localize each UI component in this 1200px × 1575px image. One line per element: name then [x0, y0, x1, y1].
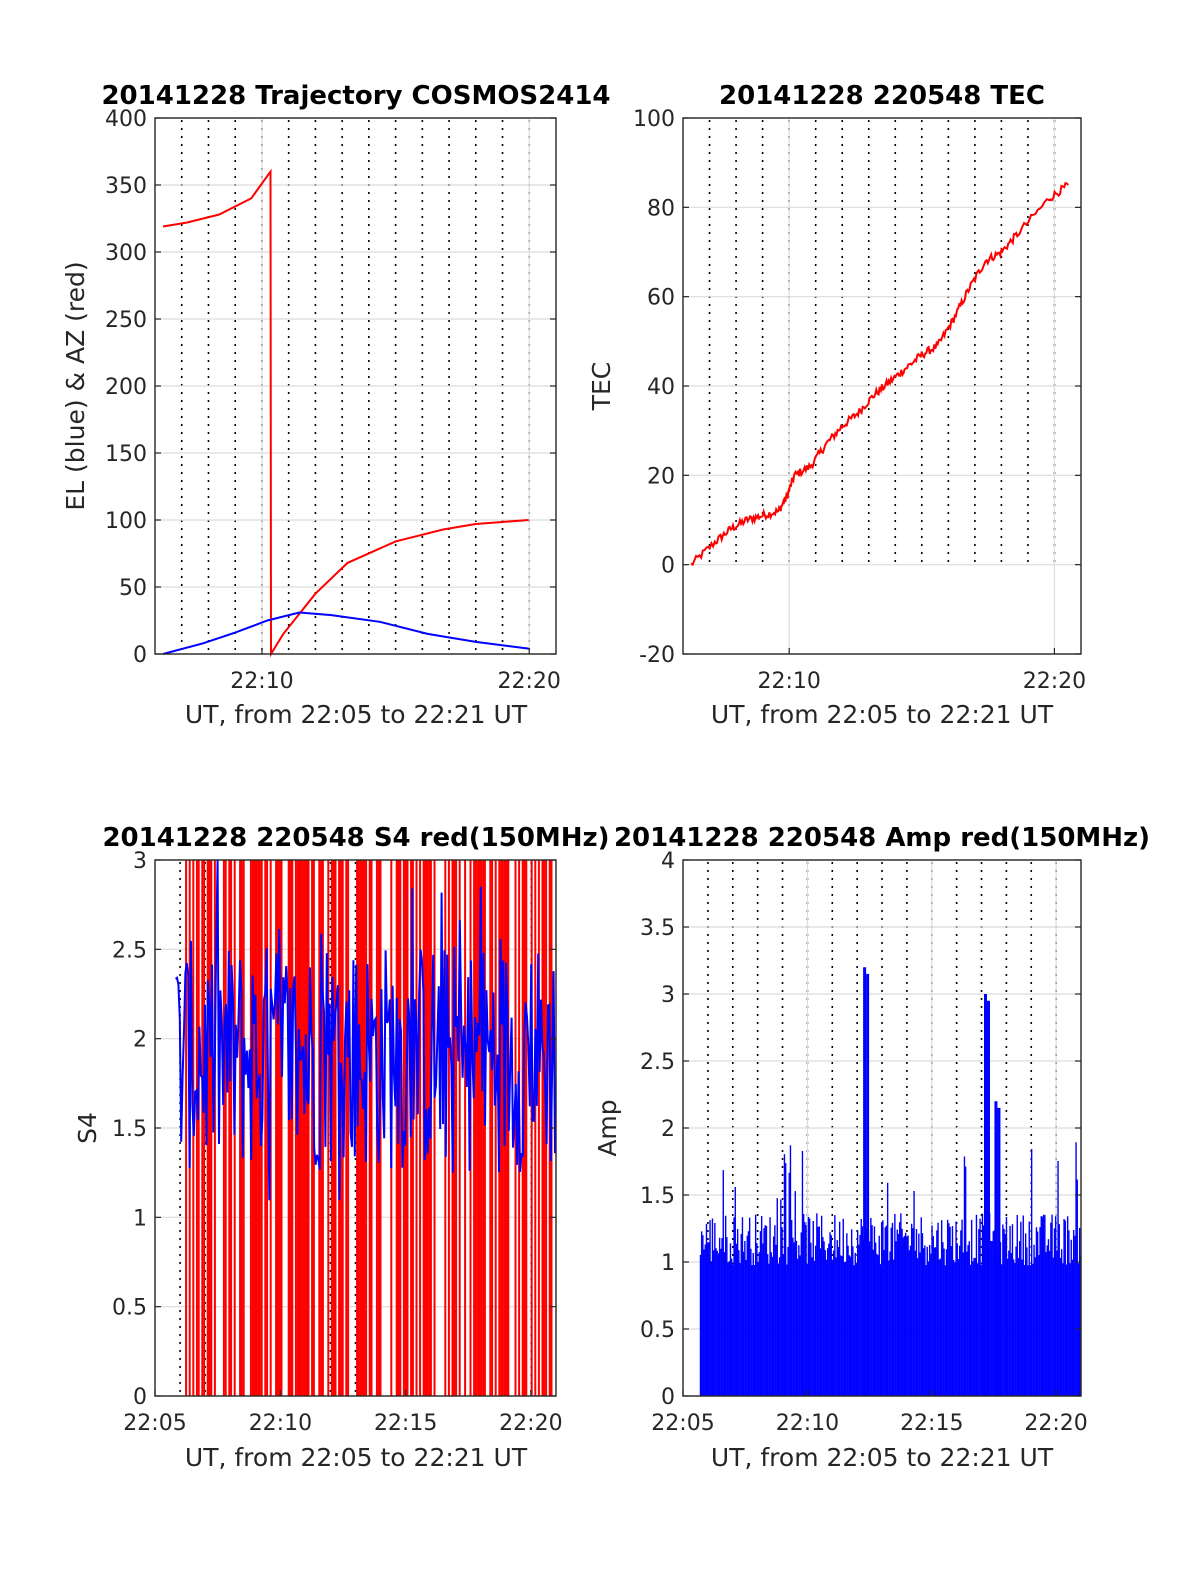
amp-panel: 0 0.5 1 1.5 2 2.5 3 3.5 4 22:05 22:10 22:15 22:20 2…: [593, 823, 1150, 1472]
y-tick-label: 2.5: [640, 1050, 675, 1075]
x-tick-label: 22:15: [374, 1411, 437, 1436]
y-tick-label: 2: [661, 1117, 675, 1142]
amp-xlabel: UT, from 22:05 to 22:21 UT: [711, 1443, 1054, 1472]
trajectory-x-ticks: 22:10 22:20: [230, 648, 561, 694]
x-tick-label: 22:10: [776, 1411, 839, 1436]
y-tick-label: 3.5: [640, 916, 675, 941]
y-tick-label: 0.5: [640, 1318, 675, 1343]
trajectory-series: [162, 168, 529, 658]
y-tick-label: 1.5: [640, 1184, 675, 1209]
trajectory-dotted-gridlines: [180, 120, 531, 654]
trajectory-xlabel: UT, from 22:05 to 22:21 UT: [185, 700, 528, 729]
x-tick-label: 22:15: [900, 1411, 963, 1436]
amp-title: 20141228 220548 Amp red(150MHz): [614, 823, 1150, 853]
s4-title: 20141228 220548 S4 red(150MHz): [102, 823, 609, 853]
s4-panel: 0 0.5 1 1.5 2 2.5 3 22:05 22:10 22:15 22:20 20141…: [73, 823, 610, 1472]
s4-xlabel: UT, from 22:05 to 22:21 UT: [185, 1443, 528, 1472]
x-tick-label: 22:10: [249, 1411, 312, 1436]
y-tick-label: -20: [639, 643, 675, 668]
y-tick-label: 3: [661, 983, 675, 1008]
y-tick-label: 200: [105, 375, 147, 400]
trajectory-y-ticks: 0 50 100 150 200 250 300 350 400: [105, 107, 556, 668]
y-tick-label: 2.5: [112, 938, 147, 963]
y-tick-label: 80: [647, 196, 675, 221]
series-line-red: [162, 168, 529, 658]
s4-x-ticks: 22:05 22:10 22:15 22:20: [123, 1390, 563, 1436]
trajectory-ylabel: EL (blue) & AZ (red): [61, 261, 90, 510]
y-tick-label: 0: [133, 643, 147, 668]
x-tick-label: 22:10: [230, 669, 293, 694]
series-noise-blue: [174, 859, 556, 1201]
y-tick-label: 3: [133, 849, 147, 874]
y-tick-label: 60: [647, 286, 675, 311]
y-tick-label: 4: [661, 849, 675, 874]
tec-panel: 20141228 220548 TEC -20 0 20 40 60 80 100 22:1…: [587, 81, 1086, 729]
amp-ylabel: Amp: [593, 1099, 622, 1156]
y-tick-label: 0.5: [112, 1296, 147, 1321]
trajectory-panel: 20141228 Trajectory COSMOS2414 0 50 100 150…: [61, 81, 611, 729]
x-tick-label: 22:20: [498, 669, 561, 694]
tec-dotted-gridlines: [708, 120, 1056, 565]
y-tick-label: 20: [647, 464, 675, 489]
y-tick-label: 50: [119, 576, 147, 601]
x-tick-label: 22:05: [651, 1411, 714, 1436]
trajectory-title: 20141228 Trajectory COSMOS2414: [101, 81, 610, 111]
amp-series: [699, 967, 1082, 1396]
tec-x-ticks: 22:10 22:20: [757, 648, 1086, 694]
trajectory-grid: [155, 117, 556, 655]
y-tick-label: 100: [633, 107, 675, 132]
series-line-red: [690, 181, 1070, 567]
y-tick-label: 1: [133, 1206, 147, 1231]
y-tick-label: 150: [105, 442, 147, 467]
s4-ylabel: S4: [73, 1112, 102, 1144]
amp-y-ticks: 0 0.5 1 1.5 2 2.5 3 3.5 4: [640, 849, 1081, 1410]
y-tick-label: 0: [133, 1385, 147, 1410]
y-tick-label: 2: [133, 1028, 147, 1053]
x-tick-label: 22:20: [499, 1411, 562, 1436]
amp-x-ticks: 22:05 22:10 22:15 22:20: [651, 1390, 1088, 1436]
y-tick-label: 0: [661, 1385, 675, 1410]
y-tick-label: 1.5: [112, 1117, 147, 1142]
series-line-blue: [162, 611, 529, 655]
tec-y-ticks: -20 0 20 40 60 80 100: [633, 107, 1081, 668]
tec-ylabel: TEC: [587, 362, 616, 412]
x-tick-label: 22:10: [757, 669, 820, 694]
tec-title: 20141228 220548 TEC: [719, 81, 1045, 111]
y-tick-label: 300: [105, 241, 147, 266]
tec-series: [690, 181, 1070, 567]
s4-y-ticks: 0 0.5 1 1.5 2 2.5 3: [112, 849, 556, 1410]
s4-series: [174, 859, 556, 1396]
y-tick-label: 1: [661, 1251, 675, 1276]
y-tick-label: 100: [105, 509, 147, 534]
y-tick-label: 400: [105, 107, 147, 132]
x-tick-label: 22:05: [123, 1411, 186, 1436]
y-tick-label: 0: [661, 554, 675, 579]
y-tick-label: 40: [647, 375, 675, 400]
tec-xlabel: UT, from 22:05 to 22:21 UT: [711, 700, 1054, 729]
y-tick-label: 250: [105, 308, 147, 333]
x-tick-label: 22:20: [1023, 669, 1086, 694]
x-tick-label: 22:20: [1024, 1411, 1087, 1436]
y-tick-label: 350: [105, 174, 147, 199]
